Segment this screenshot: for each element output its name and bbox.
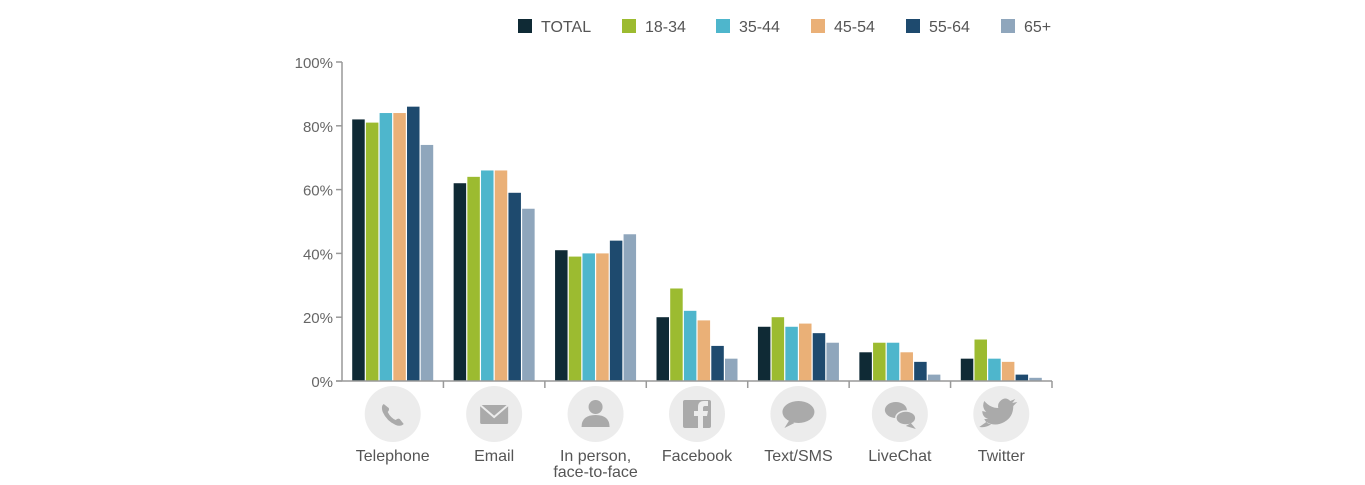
bar-6-1: [974, 339, 987, 381]
bar-5-2: [886, 342, 900, 381]
chat-bubbles-icon: [871, 386, 928, 442]
bar-4-0: [757, 326, 771, 381]
legend-label-0: TOTAL: [541, 19, 591, 36]
bar-2-5: [623, 234, 637, 381]
legend: TOTAL 18-34 35-44 45-54 55-64 65+: [518, 19, 1051, 36]
bar-0-5: [420, 144, 434, 381]
bar-1-1: [467, 176, 480, 381]
x-category-label-2-line-0: In person,: [560, 448, 631, 465]
legend-label-2: 35-44: [739, 19, 780, 36]
legend-label-3: 45-54: [834, 19, 875, 36]
x-category-label-0: Telephone: [356, 448, 430, 465]
bar-1-2: [481, 170, 494, 381]
bar-5-4: [914, 361, 927, 381]
bar-0-3: [393, 113, 406, 381]
legend-swatch-5: [1001, 19, 1015, 33]
bar-5-3: [900, 352, 913, 381]
bar-2-2: [582, 253, 595, 381]
y-tick-label-5: 100%: [295, 55, 333, 72]
legend-swatch-3: [811, 19, 825, 33]
bar-2-1: [568, 256, 582, 381]
y-axis: 0% 20% 40% 60% 80% 100%: [295, 55, 343, 391]
legend-label-1: 18-34: [645, 19, 686, 36]
x-category-label-5: LiveChat: [868, 448, 932, 465]
speech-bubble-icon: [770, 386, 827, 442]
facebook-icon: [669, 386, 725, 442]
x-axis: Telephone Email In person,face-to-face Face…: [336, 380, 1053, 481]
x-category-label-3: Facebook: [662, 448, 733, 465]
bar-6-2: [988, 358, 1001, 381]
bar-5-0: [859, 352, 872, 381]
bar-1-4: [508, 192, 521, 381]
bar-0-4: [407, 106, 420, 381]
legend-label-5: 65+: [1024, 19, 1051, 36]
bar-6-4: [1015, 374, 1029, 381]
bars: [352, 106, 1042, 382]
legend-label-4: 55-64: [929, 19, 970, 36]
bar-2-4: [609, 240, 623, 381]
bar-4-4: [812, 333, 826, 381]
email-icon: [466, 386, 523, 442]
person-icon: [567, 386, 624, 442]
bar-3-5: [725, 358, 738, 381]
bar-3-1: [670, 288, 683, 381]
bar-4-2: [785, 326, 798, 381]
y-tick-label-3: 60%: [303, 183, 333, 200]
x-category-label-2-line-1: face-to-face: [553, 464, 638, 481]
bar-3-0: [656, 317, 669, 381]
bar-2-3: [596, 253, 609, 381]
bar-1-0: [453, 183, 467, 381]
legend-swatch-4: [906, 19, 920, 33]
bar-0-2: [379, 113, 393, 381]
y-tick-label-4: 80%: [303, 119, 333, 136]
bar-4-5: [826, 342, 839, 381]
legend-swatch-2: [716, 19, 730, 33]
bar-5-5: [927, 374, 941, 381]
y-tick-label-2: 40%: [303, 246, 333, 263]
bar-2-0: [555, 250, 568, 381]
bar-3-2: [683, 310, 697, 381]
bar-6-5: [1029, 377, 1042, 381]
bar-4-3: [799, 323, 812, 381]
bar-5-1: [873, 342, 886, 381]
bar-3-3: [697, 320, 711, 381]
legend-swatch-0: [518, 19, 532, 33]
twitter-icon: [973, 386, 1030, 442]
x-category-label-1: Email: [474, 448, 514, 465]
y-tick-label-0: 0%: [311, 374, 333, 391]
x-category-label-4: Text/SMS: [764, 448, 832, 465]
bar-3-4: [711, 345, 724, 381]
legend-swatch-1: [622, 19, 636, 33]
bar-6-0: [960, 358, 974, 381]
bar-0-1: [365, 122, 379, 382]
bar-1-3: [494, 170, 508, 381]
bar-6-3: [1001, 361, 1015, 381]
bar-4-1: [771, 317, 785, 381]
bar-0-0: [352, 119, 365, 382]
y-tick-label-1: 20%: [303, 310, 333, 327]
x-category-label-6: Twitter: [978, 448, 1026, 465]
bar-1-5: [522, 208, 535, 381]
telephone-icon: [364, 386, 421, 442]
